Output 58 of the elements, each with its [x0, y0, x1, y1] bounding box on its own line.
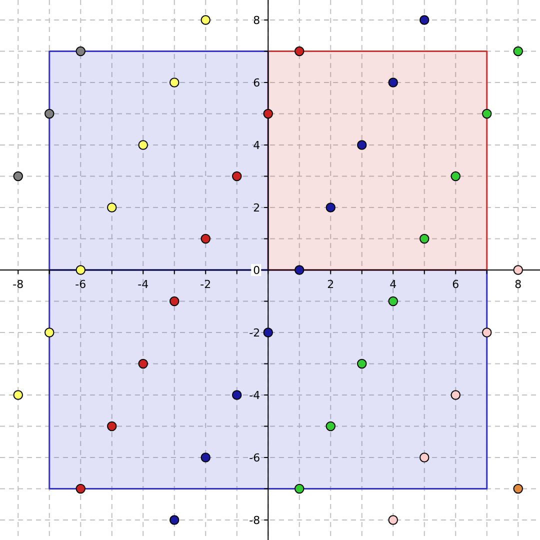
- point: [294, 484, 304, 494]
- point: [44, 108, 54, 119]
- y-tick-label: 6: [253, 76, 260, 90]
- point: [388, 515, 398, 525]
- point: [482, 328, 492, 338]
- point: [450, 390, 460, 400]
- x-tick-label: -4: [138, 278, 149, 291]
- point: [76, 265, 86, 275]
- point: [513, 484, 523, 494]
- point: [357, 358, 367, 369]
- x-tick-label: 2: [327, 278, 334, 291]
- x-tick-label: 8: [514, 278, 522, 291]
- point: [513, 46, 523, 56]
- y-tick-label: 4: [253, 139, 260, 152]
- y-tick-label: 2: [253, 202, 260, 214]
- x-tick-label: 4: [390, 278, 397, 291]
- point: [357, 140, 367, 150]
- point: [44, 328, 54, 338]
- point: [76, 484, 86, 494]
- point: [420, 234, 430, 244]
- y-tick-label: -8: [249, 514, 260, 527]
- point: [326, 421, 336, 432]
- point: [232, 171, 242, 182]
- point: [200, 452, 210, 462]
- point: [170, 78, 180, 88]
- point: [200, 15, 210, 25]
- y-tick-label: 8: [253, 14, 260, 27]
- point: [107, 202, 117, 212]
- point: [13, 171, 23, 182]
- x-tick-label: -6: [75, 278, 86, 291]
- point: [138, 140, 148, 150]
- point: [76, 46, 86, 56]
- point: [388, 296, 398, 306]
- point: [263, 328, 273, 338]
- point: [450, 171, 460, 182]
- point: [170, 296, 180, 306]
- x-tick-label: -2: [200, 278, 212, 291]
- point: [482, 108, 492, 119]
- point: [513, 265, 523, 275]
- point: [170, 515, 180, 525]
- point: [420, 452, 430, 462]
- point: [138, 358, 148, 369]
- point: [232, 390, 242, 400]
- point: [326, 202, 336, 212]
- point: [107, 421, 117, 432]
- point: [200, 234, 210, 244]
- point: [388, 78, 398, 88]
- point: [420, 15, 430, 25]
- y-tick-label: -4: [249, 389, 260, 402]
- y-tick-label: -2: [249, 326, 260, 340]
- x-tick-label: 6: [452, 278, 460, 291]
- y-tick-label: -6: [249, 452, 260, 464]
- x-tick-label: -8: [12, 278, 24, 291]
- y-tick-label: 0: [253, 264, 260, 277]
- point: [294, 265, 304, 275]
- point: [263, 108, 273, 119]
- point: [294, 46, 304, 56]
- point: [13, 390, 23, 400]
